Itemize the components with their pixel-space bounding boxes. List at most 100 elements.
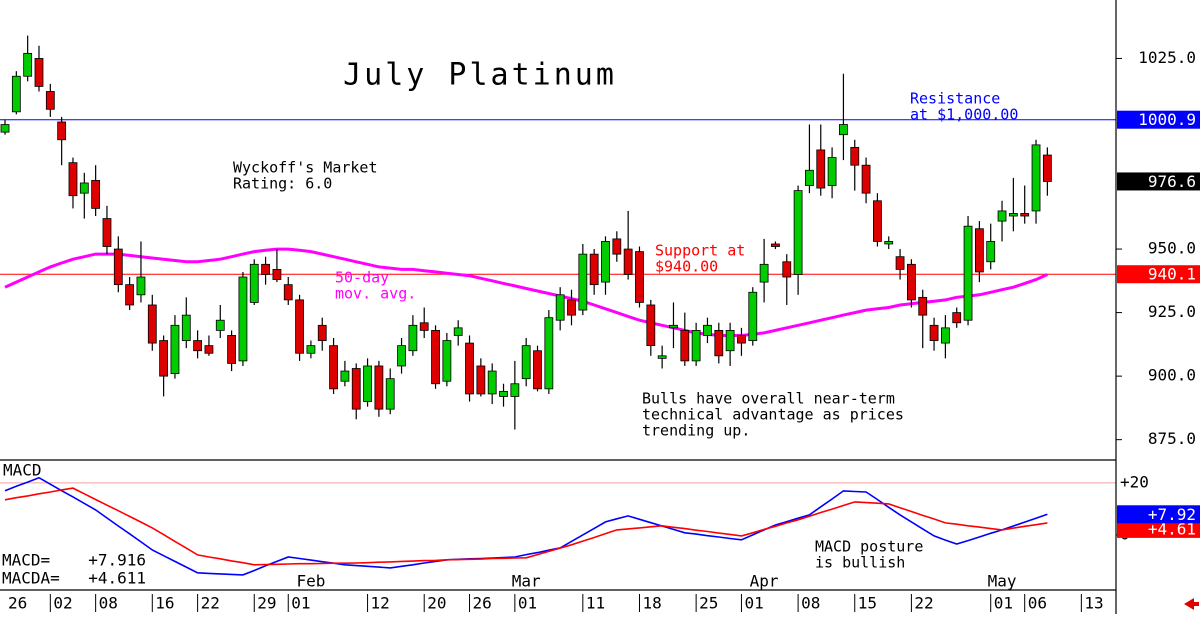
candle-body	[238, 276, 248, 362]
last-price-box-label: 976.6	[1148, 172, 1196, 191]
candle-body	[136, 276, 146, 296]
x-tick-label: 11	[586, 594, 605, 613]
candle-body	[759, 263, 769, 283]
annotation: Support at	[655, 242, 745, 260]
candle-body	[57, 121, 67, 141]
candle-body	[771, 243, 780, 247]
candle-body	[227, 335, 237, 364]
y-tick-label: 950.0	[1148, 239, 1196, 258]
candle-body	[68, 162, 78, 197]
candle-body	[113, 248, 123, 286]
candle-body	[476, 365, 486, 395]
candle-body	[499, 390, 508, 397]
candle-body	[374, 365, 384, 410]
last-value-box	[1117, 519, 1200, 538]
moving-average	[4, 247, 1049, 337]
macd-line	[4, 487, 1048, 566]
y-tick-label: +20	[1120, 472, 1149, 491]
candle-body	[940, 327, 950, 344]
readout-value: +4.611	[88, 569, 146, 588]
y-tick-label: 875.0	[1148, 429, 1196, 448]
candle-body	[11, 75, 21, 113]
candle-body	[816, 149, 826, 189]
candle-body	[442, 340, 452, 382]
candle-body	[601, 241, 610, 283]
candle-body	[1020, 213, 1030, 217]
overlay-label: mov. avg.	[335, 285, 416, 303]
candle-body	[589, 253, 599, 286]
candle-body	[102, 218, 112, 247]
candle-body	[419, 322, 429, 331]
candle-body	[997, 210, 1007, 222]
candle-body	[385, 378, 395, 410]
candle-body	[465, 342, 474, 395]
candle-body	[1031, 144, 1041, 212]
candle-body	[725, 329, 735, 352]
level-box	[1117, 265, 1200, 284]
candle-body	[544, 317, 554, 390]
candle-body	[249, 263, 259, 303]
x-tick-label: 12	[371, 594, 390, 613]
candle-body	[487, 370, 497, 395]
candle-body	[215, 319, 225, 331]
x-tick-label: 22	[201, 594, 220, 613]
candle-body	[125, 284, 135, 306]
candle-body	[261, 263, 270, 275]
candle-body	[567, 299, 576, 316]
candle-body	[147, 304, 157, 344]
annotation: Bulls have overall near-term	[642, 390, 895, 408]
candle-body	[861, 164, 871, 194]
candle-body	[929, 324, 939, 341]
price-panel: 1025.0 950.0 925.0 900.0 875.0 1000.9 940.1 26 0…	[0, 35, 1200, 613]
panel-title: MACD	[3, 461, 42, 480]
annotation: trending up.	[642, 422, 750, 440]
candle-body	[23, 52, 33, 77]
candle-body	[827, 157, 837, 186]
annotation: is bullish	[815, 554, 905, 572]
y-tick-label: 1025.0	[1138, 48, 1196, 67]
candle-body	[181, 314, 191, 341]
annotation: Rating: 6.0	[233, 175, 332, 193]
chart-title: July Platinum	[343, 58, 617, 93]
candle-body	[578, 253, 588, 311]
last-value-box	[1117, 505, 1200, 524]
annotation: MACD posture	[815, 538, 923, 556]
level-box-label: 940.1	[1148, 265, 1196, 284]
candle-body	[91, 180, 101, 209]
candle-body	[159, 340, 169, 377]
candle-body	[748, 291, 758, 341]
last-price-box	[1117, 172, 1200, 191]
candle-body	[0, 124, 10, 133]
candle-body	[193, 340, 203, 352]
month-label: Feb	[296, 572, 325, 591]
candle-body	[1008, 213, 1018, 217]
candle-body	[521, 345, 531, 380]
candle-body	[986, 241, 996, 263]
y-tick-label: 925.0	[1148, 302, 1196, 321]
annotation: technical advantage as prices	[642, 406, 904, 424]
candle-body	[680, 329, 690, 362]
annotation: $940.00	[655, 258, 718, 276]
candle-body	[782, 261, 792, 278]
candle-body	[431, 329, 440, 385]
candle-body	[295, 299, 304, 354]
candle-body	[657, 355, 667, 359]
candle-body	[204, 345, 214, 354]
candle-body	[907, 263, 916, 301]
candle-body	[351, 368, 361, 410]
x-tick-label: 13	[1084, 594, 1103, 613]
candle-body	[306, 345, 316, 354]
candle-body	[283, 284, 293, 301]
candle-body	[895, 256, 905, 270]
nav-arrow[interactable]	[1184, 598, 1199, 610]
macd-line	[4, 476, 1048, 576]
candle-body	[533, 350, 542, 390]
x-tick-label: 26	[473, 594, 492, 613]
readout-value: +7.916	[88, 551, 146, 570]
candle-body	[963, 225, 973, 321]
overlay-label: 50-day	[335, 269, 389, 287]
x-tick-label: 02	[53, 594, 72, 613]
x-tick-label: 22	[914, 594, 933, 613]
candle-body	[408, 324, 418, 352]
candle-body	[974, 228, 984, 273]
